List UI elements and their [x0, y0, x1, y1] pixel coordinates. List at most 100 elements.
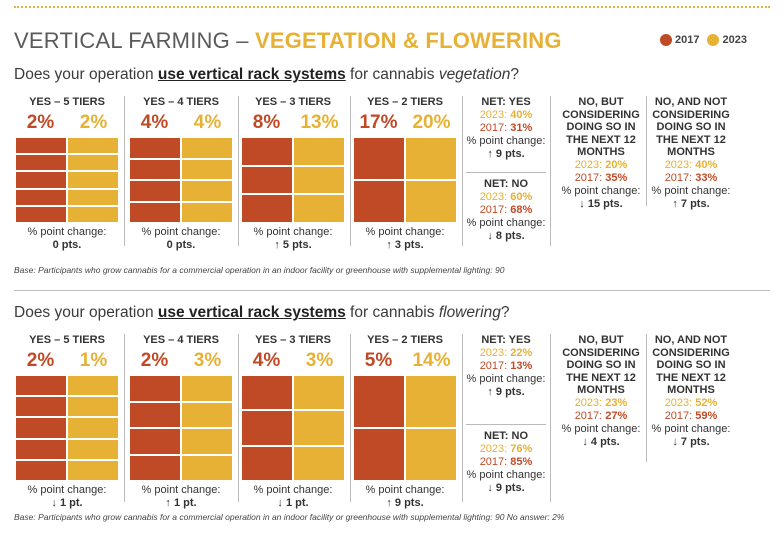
no-but-column: NO, BUT CONSIDERING DOING SO IN THE NEXT 12… — [558, 334, 644, 449]
tier-separator — [350, 334, 351, 502]
rack-cell-2023 — [68, 397, 118, 417]
vegetation-section: Does your operation use vertical rack sy… — [14, 66, 770, 286]
tier-rack-grid — [354, 138, 458, 222]
net-yes-2023: 2023: 40% — [466, 109, 546, 122]
net-no-change-label: % point change: — [466, 469, 546, 481]
flowering-section: Does your operation use vertical rack sy… — [14, 304, 770, 534]
year-2017-label: 2017: — [574, 409, 606, 422]
tier-rack-grid — [16, 138, 120, 222]
tier-column-1: YES – 5 TIERS 2% 1% % point change: ↓ 1 pt. — [14, 334, 120, 509]
tier-change-label: % point change: — [141, 484, 221, 496]
rack-cell-2017 — [130, 202, 180, 222]
tier-change-value: 0 pts. — [166, 239, 196, 251]
page-title: VERTICAL FARMING – VEGETATION & FLOWERIN… — [14, 28, 562, 54]
net-yes-block: NET: YES 2023: 40% 2017: 31%% point change… — [466, 96, 546, 161]
vegetation-question: Does your operation use vertical rack sy… — [14, 66, 519, 84]
tier-change-value: ↑ 9 pts. — [386, 497, 424, 509]
net-no-2017: 2017: 85% — [466, 456, 546, 469]
rack-cell-2023 — [182, 202, 232, 222]
tier-value-2023: 14% — [412, 350, 451, 371]
rack-cell-2023 — [182, 402, 232, 427]
net-divider — [466, 172, 546, 173]
base-note: Base: Participants who grow cannabis for… — [14, 512, 565, 522]
rack-cell-2017 — [130, 455, 180, 480]
tier-column-4: YES – 2 TIERS 17% 20% % point change: ↑ 3 pt… — [352, 96, 458, 251]
column-separator — [550, 96, 551, 246]
net-no-block: NET: NO 2023: 60% 2017: 68%% point change:… — [466, 178, 546, 243]
no-not-2023: 2023: 52% — [648, 397, 734, 410]
no-not-2017: 2017: 33% — [648, 172, 734, 185]
tier-label: YES – 5 TIERS — [29, 334, 105, 346]
title-main: VERTICAL FARMING – — [14, 28, 255, 53]
legend-item-2023: 2023 — [707, 34, 747, 46]
year-2017-label: 2017: — [664, 409, 696, 422]
rack-cell-2017 — [130, 402, 180, 427]
question-text-italic: vegetation — [438, 66, 511, 83]
value-2023: 60% — [510, 191, 533, 203]
tier-change-value: 0 pts. — [52, 239, 82, 251]
no-but-2023: 2023: 20% — [558, 159, 644, 172]
rack-cell-2023 — [294, 446, 344, 480]
question-text-mid: for cannabis — [345, 304, 439, 321]
rack-cell-2023 — [68, 206, 118, 222]
tier-rack-grid — [242, 376, 346, 480]
rack-cell-2023 — [182, 181, 232, 201]
rack-cell-2017 — [242, 138, 292, 165]
tier-column-2: YES – 4 TIERS 4% 4% % point change: 0 pts. — [128, 96, 234, 251]
net-no-block: NET: NO 2023: 76% 2017: 85%% point change:… — [466, 430, 546, 495]
column-separator — [646, 96, 647, 206]
no-but-change-label: % point change: — [561, 422, 641, 435]
rack-cell-2017 — [16, 189, 66, 205]
flowering-question: Does your operation use vertical rack sy… — [14, 304, 509, 322]
tier-separator — [238, 96, 239, 246]
rack-cell-2023 — [406, 138, 456, 179]
no-not-heading-line: NO, AND NOT — [654, 334, 728, 346]
net-yes-change-label: % point change: — [466, 135, 546, 147]
rack-cell-2017 — [16, 418, 66, 438]
no-not-heading-line: DOING SO IN — [656, 121, 726, 133]
tier-separator — [462, 96, 463, 246]
tier-change-value: ↓ 1 pt. — [277, 497, 309, 509]
no-not-heading-line: THE NEXT 12 — [656, 133, 726, 146]
rack-cell-2023 — [294, 411, 344, 445]
tier-value-2023: 3% — [193, 350, 222, 371]
no-not-heading-line: NO, AND NOT — [654, 96, 728, 108]
column-separator — [550, 334, 551, 502]
rack-cell-2017 — [16, 376, 66, 396]
question-text-italic: flowering — [438, 304, 501, 321]
title-accent: VEGETATION & FLOWERING — [254, 28, 562, 53]
tier-value-2017: 4% — [252, 350, 281, 371]
value-2017: 27% — [605, 409, 628, 422]
question-text-pre: Does your operation — [14, 304, 158, 321]
rack-cell-2017 — [16, 460, 66, 480]
rack-cell-2017 — [354, 138, 404, 179]
no-but-2017: 2017: 35% — [558, 172, 644, 185]
rack-cell-2017 — [16, 138, 66, 154]
question-text-pre: Does your operation — [14, 66, 158, 83]
net-no-change-value: ↓ 9 pts. — [487, 482, 525, 494]
rack-cell-2023 — [294, 166, 344, 194]
tier-change-label: % point change: — [27, 226, 107, 238]
value-2023: 23% — [605, 396, 628, 409]
tier-rack-grid — [354, 376, 458, 480]
rack-cell-2023 — [406, 429, 456, 480]
value-2017: 13% — [510, 360, 533, 372]
no-not-heading-line: MONTHS — [667, 384, 715, 396]
tier-column-4: YES – 2 TIERS 5% 14% % point change: ↑ 9 pts… — [352, 334, 458, 509]
no-not-heading-line: DOING SO IN — [656, 359, 726, 371]
net-yes-2017: 2017: 31% — [466, 122, 546, 135]
net-yes-2023: 2023: 22% — [466, 347, 546, 360]
value-2023: 40% — [510, 109, 533, 121]
no-not-change-label: % point change: — [651, 422, 731, 435]
column-separator — [646, 334, 647, 462]
no-but-heading-line: CONSIDERING — [562, 108, 640, 121]
rack-cell-2017 — [354, 429, 404, 480]
tier-value-2017: 2% — [140, 350, 169, 371]
tier-value-2023: 4% — [193, 112, 222, 133]
tier-column-3: YES – 3 TIERS 8% 13% % point change: ↑ 5 pts… — [240, 96, 346, 251]
rack-cell-2017 — [130, 181, 180, 201]
no-but-heading-line: CONSIDERING — [562, 346, 640, 359]
year-2023-label: 2023: — [574, 158, 606, 171]
no-not-heading-line: THE NEXT 12 — [656, 371, 726, 384]
rack-cell-2017 — [242, 446, 292, 480]
